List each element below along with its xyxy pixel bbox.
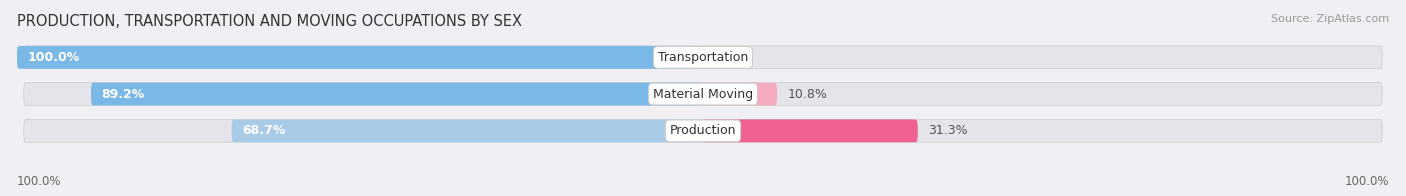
FancyBboxPatch shape (703, 119, 918, 142)
Text: 100.0%: 100.0% (1344, 175, 1389, 188)
FancyBboxPatch shape (24, 46, 1382, 69)
Text: 68.7%: 68.7% (242, 124, 285, 137)
FancyBboxPatch shape (91, 83, 703, 105)
Text: 100.0%: 100.0% (17, 175, 62, 188)
FancyBboxPatch shape (24, 83, 1382, 105)
Text: Material Moving: Material Moving (652, 88, 754, 101)
FancyBboxPatch shape (17, 46, 703, 69)
Text: 10.8%: 10.8% (787, 88, 827, 101)
Text: Source: ZipAtlas.com: Source: ZipAtlas.com (1271, 14, 1389, 24)
FancyBboxPatch shape (24, 119, 1382, 142)
FancyBboxPatch shape (232, 119, 703, 142)
Text: 100.0%: 100.0% (27, 51, 79, 64)
Text: 89.2%: 89.2% (101, 88, 145, 101)
Text: PRODUCTION, TRANSPORTATION AND MOVING OCCUPATIONS BY SEX: PRODUCTION, TRANSPORTATION AND MOVING OC… (17, 14, 522, 29)
Text: Transportation: Transportation (658, 51, 748, 64)
Text: Production: Production (669, 124, 737, 137)
FancyBboxPatch shape (703, 83, 778, 105)
Text: 31.3%: 31.3% (928, 124, 967, 137)
